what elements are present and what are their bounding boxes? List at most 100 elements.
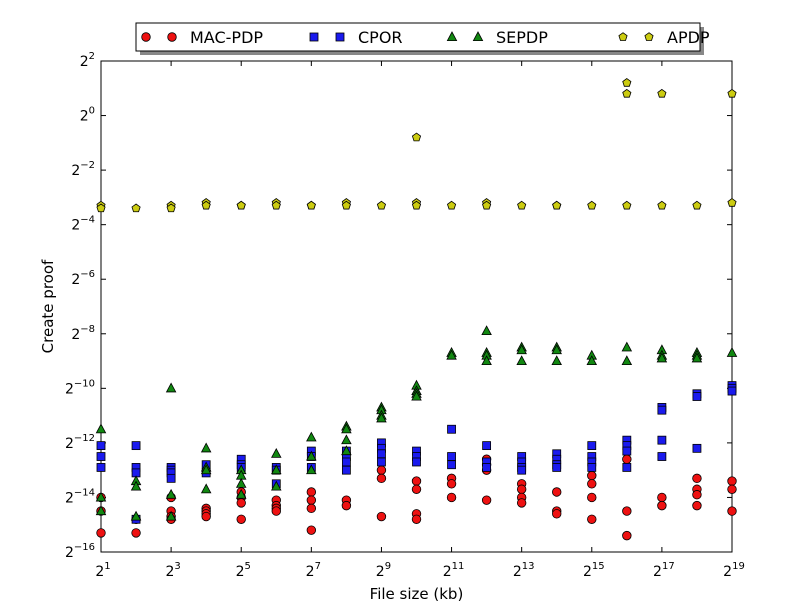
- y-axis: 22 20 2−2 2−4 2−6 2−8 2−10 2−12 2−14 2−16: [65, 51, 732, 561]
- x-tick-label: 211: [443, 561, 465, 580]
- data-point: [622, 200, 632, 210]
- data-point: [517, 465, 527, 475]
- x-axis-label: File size (kb): [370, 585, 464, 603]
- data-point: [411, 390, 422, 401]
- data-point: [131, 528, 141, 538]
- data-point: [622, 530, 632, 541]
- data-point: [200, 442, 212, 453]
- data-point: [341, 465, 351, 475]
- data-point: [516, 355, 527, 366]
- data-point: [587, 492, 597, 503]
- data-point: [341, 500, 352, 511]
- data-point: [130, 480, 142, 491]
- data-point: [166, 203, 176, 213]
- data-point: [587, 200, 597, 210]
- data-point: [306, 495, 317, 505]
- data-point: [95, 423, 107, 434]
- data-point: [376, 473, 387, 484]
- data-point: [341, 434, 352, 445]
- data-point: [622, 506, 632, 516]
- data-point: [235, 488, 247, 499]
- y-tick-label: 2−14: [65, 487, 95, 506]
- legend-box: [135, 22, 701, 52]
- data-point: [306, 525, 317, 535]
- data-point: [692, 500, 702, 511]
- data-point: [446, 492, 457, 503]
- legend-marker: [335, 32, 345, 42]
- x-tick-label: 21: [95, 561, 110, 580]
- legend-marker: [141, 32, 151, 42]
- data-point: [481, 355, 492, 366]
- data-point: [516, 344, 527, 355]
- data-point: [482, 441, 492, 451]
- data-point: [236, 514, 246, 524]
- data-point: [482, 200, 492, 210]
- legend-marker: [309, 32, 319, 42]
- data-point: [622, 463, 632, 472]
- data-point: [586, 355, 598, 366]
- data-point: [551, 344, 562, 355]
- data-point: [657, 405, 667, 415]
- data-point: [341, 445, 352, 456]
- series-sepdp: [95, 325, 738, 521]
- x-tick-label: 215: [583, 561, 605, 580]
- data-point: [622, 88, 632, 98]
- data-point: [656, 352, 668, 363]
- data-point: [727, 88, 737, 98]
- x-tick-label: 27: [306, 561, 321, 580]
- x-tick-label: 29: [376, 561, 391, 580]
- legend-marker: [618, 32, 628, 41]
- data-point: [726, 347, 738, 357]
- x-axis: 21 23 25 27 29 211 213 215 217 219: [95, 61, 745, 580]
- legend-marker: [644, 32, 654, 41]
- data-point: [341, 200, 351, 210]
- data-point: [130, 510, 142, 521]
- data-point: [271, 506, 281, 516]
- x-tick-label: 23: [165, 561, 180, 580]
- data-point: [96, 452, 106, 461]
- data-point: [447, 424, 456, 434]
- data-point: [271, 447, 282, 458]
- data-point: [96, 528, 106, 538]
- data-point: [552, 487, 562, 497]
- data-point: [657, 435, 667, 445]
- legend-label: MAC-PDP: [190, 28, 263, 47]
- data-point: [236, 200, 246, 210]
- x-tick-label: 219: [723, 561, 745, 580]
- data-point: [236, 498, 246, 508]
- data-point: [376, 200, 387, 210]
- data-point: [96, 203, 106, 213]
- data-point: [692, 200, 702, 210]
- data-point: [200, 483, 212, 494]
- data-point: [447, 460, 456, 470]
- data-point: [412, 457, 421, 467]
- data-point: [271, 464, 282, 475]
- data-point: [622, 78, 632, 87]
- data-point: [165, 382, 177, 393]
- y-tick-label: 2−4: [71, 215, 95, 234]
- y-axis-label: Create proof: [39, 259, 57, 353]
- data-point: [201, 200, 211, 210]
- data-point: [131, 441, 141, 451]
- data-point: [306, 200, 316, 210]
- data-point: [692, 443, 702, 453]
- data-point: [657, 492, 667, 503]
- y-tick-label: 2−10: [65, 378, 95, 397]
- data-point: [481, 495, 492, 505]
- data-point: [587, 463, 597, 472]
- data-point: [96, 463, 106, 472]
- data-point: [657, 452, 667, 461]
- data-point: [446, 349, 457, 360]
- data-point: [201, 511, 211, 522]
- data-point: [165, 488, 177, 499]
- data-point: [271, 200, 281, 210]
- data-point: [447, 452, 456, 461]
- data-point: [165, 510, 177, 521]
- data-point: [446, 479, 457, 489]
- data-point: [306, 431, 317, 442]
- data-point: [446, 200, 457, 210]
- data-point: [306, 503, 317, 514]
- data-point: [587, 479, 597, 489]
- y-tick-label: 2−2: [71, 160, 95, 179]
- y-tick-label: 2−16: [65, 542, 95, 561]
